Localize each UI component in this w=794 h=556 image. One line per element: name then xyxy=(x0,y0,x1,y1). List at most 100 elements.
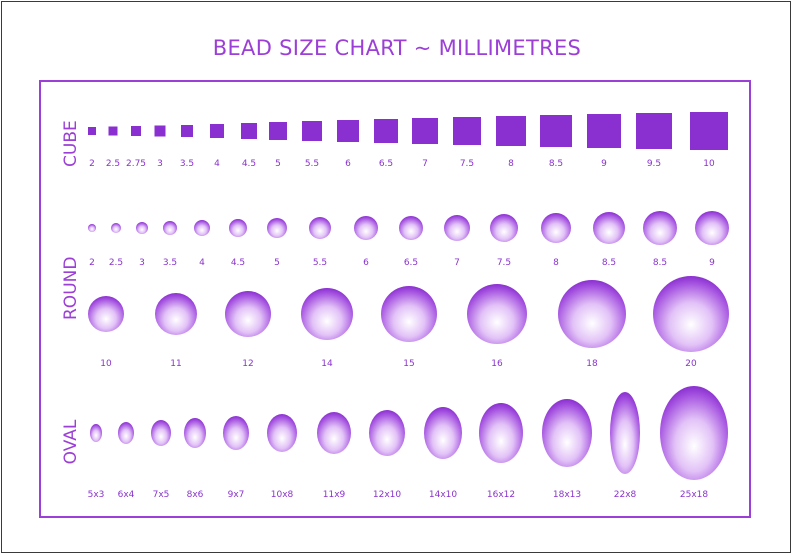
cube-bead-5 xyxy=(210,124,224,138)
round-bead-large-3 xyxy=(301,288,353,340)
cube-bead-1 xyxy=(108,126,118,136)
round-size-label: 9 xyxy=(709,258,715,268)
oval-size-label: 18x13 xyxy=(552,490,582,500)
round-size-label: 12 xyxy=(242,359,254,369)
cube-size-label: 9 xyxy=(601,159,607,169)
cube-bead-6 xyxy=(241,123,257,139)
round-size-label: 4 xyxy=(199,258,205,268)
cube-bead-13 xyxy=(496,116,526,146)
round-size-label: 14 xyxy=(321,359,333,369)
oval-bead-7 xyxy=(369,410,405,456)
cube-bead-11 xyxy=(412,118,438,144)
chart-panel xyxy=(39,80,751,518)
round-bead-small-12 xyxy=(541,213,571,243)
cube-bead-17 xyxy=(690,112,728,150)
round-bead-large-1 xyxy=(155,293,197,335)
cube-size-label: 2.5 xyxy=(105,159,121,169)
oval-size-label: 25x18 xyxy=(679,490,709,500)
cube-size-label: 8.5 xyxy=(548,159,564,169)
cube-size-label: 7 xyxy=(422,159,428,169)
cube-size-label: 7.5 xyxy=(459,159,475,169)
cube-size-label: 9.5 xyxy=(646,159,662,169)
cube-bead-4 xyxy=(181,125,193,137)
round-size-label: 8 xyxy=(553,258,559,268)
oval-size-label: 7x5 xyxy=(152,490,170,500)
round-size-label: 20 xyxy=(685,359,697,369)
cube-bead-2 xyxy=(131,126,141,136)
cube-bead-7 xyxy=(269,122,287,140)
round-bead-small-14 xyxy=(643,211,677,245)
cube-bead-3 xyxy=(154,125,166,137)
round-size-label: 11 xyxy=(170,359,182,369)
cube-size-label: 8 xyxy=(508,159,514,169)
cube-bead-14 xyxy=(540,115,572,147)
round-size-label: 10 xyxy=(100,359,112,369)
cube-size-label: 3 xyxy=(157,159,163,169)
oval-bead-9 xyxy=(479,403,523,463)
oval-bead-10 xyxy=(542,399,592,467)
oval-bead-4 xyxy=(223,416,249,450)
cube-size-label: 10 xyxy=(703,159,715,169)
oval-bead-11 xyxy=(610,392,640,474)
round-size-label: 7 xyxy=(454,258,460,268)
round-bead-small-11 xyxy=(490,214,518,242)
oval-size-label: 10x8 xyxy=(270,490,294,500)
round-bead-large-6 xyxy=(558,280,626,348)
oval-bead-0 xyxy=(90,424,102,442)
round-size-label: 16 xyxy=(491,359,503,369)
oval-bead-1 xyxy=(118,422,134,444)
cube-size-label: 4 xyxy=(214,159,220,169)
round-bead-large-5 xyxy=(467,284,527,344)
round-size-label: 6.5 xyxy=(403,258,419,268)
oval-size-label: 6x4 xyxy=(117,490,135,500)
round-size-label: 2.5 xyxy=(108,258,124,268)
oval-bead-6 xyxy=(317,412,351,454)
oval-bead-8 xyxy=(424,407,462,459)
round-size-label: 15 xyxy=(403,359,415,369)
oval-size-label: 8x6 xyxy=(186,490,204,500)
round-size-label: 5.5 xyxy=(312,258,328,268)
cube-bead-9 xyxy=(337,120,359,142)
cube-bead-16 xyxy=(636,113,672,149)
oval-size-label: 16x12 xyxy=(486,490,516,500)
round-bead-small-5 xyxy=(229,219,247,237)
round-bead-small-3 xyxy=(163,221,177,235)
round-size-label: 8.5 xyxy=(601,258,617,268)
round-size-label: 18 xyxy=(586,359,598,369)
round-size-label: 5 xyxy=(274,258,280,268)
cube-bead-0 xyxy=(88,127,96,135)
cube-size-label: 6 xyxy=(345,159,351,169)
oval-size-label: 5x3 xyxy=(87,490,105,500)
round-bead-small-8 xyxy=(354,216,378,240)
round-bead-small-4 xyxy=(194,220,210,236)
round-bead-small-13 xyxy=(593,212,625,244)
oval-bead-12 xyxy=(660,386,728,480)
round-bead-small-9 xyxy=(399,216,423,240)
cube-size-label: 3.5 xyxy=(179,159,195,169)
round-bead-small-6 xyxy=(267,218,287,238)
oval-size-label: 14x10 xyxy=(428,490,458,500)
round-size-label: 4.5 xyxy=(230,258,246,268)
oval-size-label: 11x9 xyxy=(322,490,346,500)
round-size-label: 3 xyxy=(139,258,145,268)
oval-size-label: 12x10 xyxy=(372,490,402,500)
round-size-label: 3.5 xyxy=(162,258,178,268)
round-bead-small-0 xyxy=(88,224,96,232)
cube-bead-8 xyxy=(302,121,322,141)
round-size-label: 6 xyxy=(363,258,369,268)
cube-size-label: 5.5 xyxy=(304,159,320,169)
cube-size-label: 6.5 xyxy=(378,159,394,169)
oval-bead-3 xyxy=(184,418,206,448)
cube-bead-12 xyxy=(453,117,481,145)
cube-bead-15 xyxy=(587,114,621,148)
oval-bead-2 xyxy=(151,420,171,446)
cube-size-label: 5 xyxy=(275,159,281,169)
oval-size-label: 22x8 xyxy=(613,490,637,500)
page-title: BEAD SIZE CHART ~ MILLIMETRES xyxy=(212,36,582,60)
round-bead-small-15 xyxy=(695,211,729,245)
oval-size-label: 9x7 xyxy=(227,490,245,500)
oval-bead-5 xyxy=(267,414,297,452)
round-bead-large-0 xyxy=(88,296,124,332)
